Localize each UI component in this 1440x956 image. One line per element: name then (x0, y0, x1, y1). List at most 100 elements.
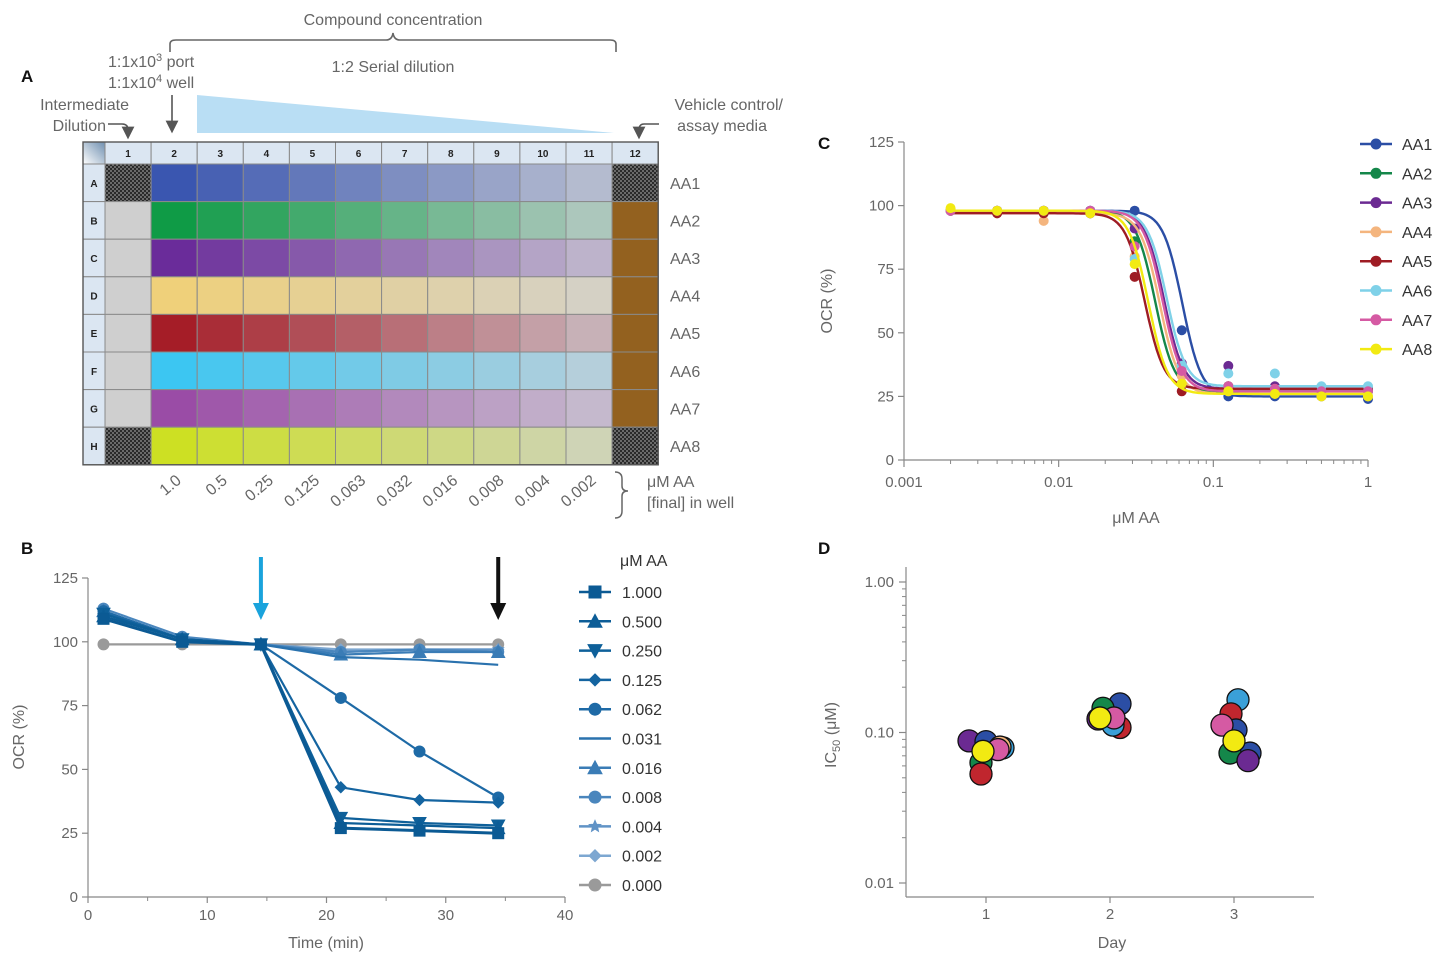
panel-letter-d: D (818, 539, 830, 558)
plate-well (242, 238, 290, 278)
y-tick-label: 25 (877, 388, 894, 405)
y-tick-label: 100 (53, 634, 78, 651)
plate-well (519, 389, 567, 428)
series-line-1.000 (103, 617, 499, 835)
legend-label-0.125: 0.125 (622, 673, 662, 690)
data-point-AA1 (1176, 325, 1187, 336)
ic50-point (1210, 713, 1234, 737)
col-header-label: 2 (171, 149, 177, 160)
plate-well (565, 201, 613, 240)
plate-well (150, 313, 198, 353)
y-tick-label: 25 (61, 825, 78, 842)
ic50-point (1236, 749, 1260, 773)
panel-a: A Compound concentration 1:2 Serial dilu… (21, 12, 784, 519)
plate-well (427, 163, 475, 203)
x-tick-label: 3 (1230, 906, 1238, 923)
plate-well (196, 313, 244, 353)
compound-concentration-brace (169, 32, 617, 52)
legend-marker-0.016 (587, 759, 603, 775)
plate-well (196, 389, 244, 428)
vehicle-label-2: assay media (677, 118, 767, 135)
plate-well (427, 276, 475, 315)
col-header-label: 1 (125, 149, 131, 160)
legend-marker-0.000 (588, 878, 602, 892)
plate-well (104, 351, 152, 391)
plate-well (565, 163, 613, 203)
plate-well (611, 163, 659, 203)
dose-response-x-label: μM AA (1112, 510, 1160, 527)
dose-response-series (945, 203, 1373, 404)
dose-response-y-label: OCR (%) (819, 269, 836, 334)
y-tick-label: 50 (877, 325, 894, 342)
legend-marker-AA3 (1370, 197, 1382, 209)
col-header-label: 11 (584, 149, 595, 160)
serial-dilution-label: 1:2 Serial dilution (332, 59, 455, 76)
row-header-label: A (90, 179, 97, 190)
legend-label-0.016: 0.016 (622, 761, 662, 778)
plate-well (381, 201, 429, 240)
plate-well (335, 426, 383, 466)
col-header-label: 6 (356, 149, 362, 160)
plate-well (565, 351, 613, 391)
data-point-0.016 (412, 644, 427, 659)
row-header-label: E (91, 329, 98, 340)
plate-well (611, 426, 659, 466)
plate-well (611, 351, 659, 391)
vehicle-label-1: Vehicle control/ (674, 97, 783, 114)
row-header-label: B (90, 216, 97, 227)
unit-label-1: μM AA (647, 474, 695, 491)
data-point-AA4 (1038, 215, 1049, 226)
series-line-0.062 (103, 610, 499, 799)
data-point-0.062 (413, 745, 426, 758)
row-compound-label: AA8 (670, 439, 700, 456)
legend-marker-AA5 (1370, 255, 1382, 267)
plate-well (196, 351, 244, 391)
plate-well (611, 313, 659, 353)
data-point-AA6 (1269, 368, 1280, 379)
col-header-label: 5 (310, 149, 316, 160)
row-compound-label: AA2 (670, 213, 700, 230)
timecourse-y-label: OCR (%) (11, 705, 28, 770)
legend-label-AA4: AA4 (1402, 225, 1432, 242)
plate-well (427, 238, 475, 278)
plate-well (427, 426, 475, 466)
injection-arrow-head (252, 603, 269, 620)
legend-label-0.062: 0.062 (622, 702, 662, 719)
ic50-y-label: IC50 (μM) (823, 702, 843, 768)
legend-marker-0.125 (588, 673, 602, 687)
concentration-label: 0.004 (512, 472, 554, 511)
plate-well (427, 351, 475, 391)
panel-letter-a: A (21, 67, 33, 86)
ic50-x-label: Day (1098, 935, 1126, 952)
unit-label-2: [final] in well (647, 495, 734, 512)
y-tick-label: 0 (70, 889, 78, 906)
panel-b: B 0 25 50 75 100 125 0 10 20 30 40 1.000 0.500 0.250… (11, 539, 668, 952)
ic50-axes: 0.01 0.10 1.00 1 2 3 (865, 567, 1314, 923)
x-tick-label: 0.1 (1203, 474, 1224, 491)
legend-marker-0.062 (588, 702, 602, 716)
row-compound-label: AA3 (670, 251, 700, 268)
legend-label-AA8: AA8 (1402, 342, 1432, 359)
fit-curve-AA4 (950, 212, 1368, 396)
plate-well (104, 389, 152, 428)
timecourse-axes: 0 25 50 75 100 125 0 10 20 30 40 (53, 557, 573, 924)
plate-well (335, 313, 383, 353)
col-header-label: 9 (494, 149, 500, 160)
plate-well (611, 201, 659, 240)
data-point-AA3 (1223, 360, 1234, 371)
plate-well (473, 276, 521, 315)
plate-well (150, 238, 198, 278)
plate-well (335, 201, 383, 240)
plate-well (288, 201, 336, 240)
legend-label-AA1: AA1 (1402, 137, 1432, 154)
concentration-label: 0.125 (281, 472, 323, 511)
row-compound-label: AA5 (670, 326, 700, 343)
legend-label-0.004: 0.004 (622, 819, 662, 836)
plate-well (381, 163, 429, 203)
timecourse-legend: 1.000 0.500 0.250 0.125 0.062 0.031 0.016 0.008… (579, 585, 662, 895)
plate-well (565, 313, 613, 353)
ic50-point (969, 762, 993, 786)
data-point-1.000 (176, 635, 189, 648)
ic50-point (1222, 729, 1246, 753)
